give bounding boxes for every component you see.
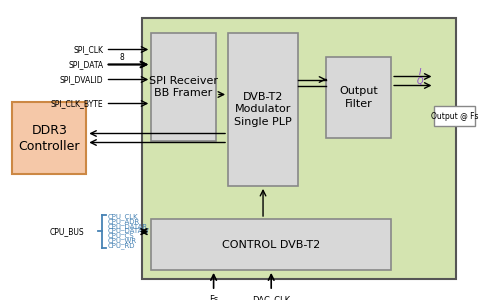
Text: DDR3
Controller: DDR3 Controller	[18, 124, 80, 152]
Text: SPI_CLK: SPI_CLK	[73, 45, 103, 54]
Text: CPU_DATAR: CPU_DATAR	[108, 223, 148, 230]
Text: CPU_ADR: CPU_ADR	[108, 218, 140, 225]
Text: SPI Receiver
BB Framer: SPI Receiver BB Framer	[149, 76, 218, 98]
Text: CPU_DATAW: CPU_DATAW	[108, 228, 150, 234]
Text: SPI_CLK_BYTE: SPI_CLK_BYTE	[50, 99, 103, 108]
Text: CPU_BUS: CPU_BUS	[49, 227, 84, 236]
Text: CONTROL DVB-T2: CONTROL DVB-T2	[222, 239, 320, 250]
Bar	[434, 106, 475, 126]
Text: SPI_DATA: SPI_DATA	[68, 60, 103, 69]
Text: Output @ Fs: Output @ Fs	[431, 112, 479, 121]
Bar	[151, 219, 391, 270]
Text: CPU_CS: CPU_CS	[108, 232, 134, 239]
Text: Fs: Fs	[209, 296, 218, 300]
Text: CPU_RD: CPU_RD	[108, 242, 135, 249]
Text: 8: 8	[119, 53, 124, 62]
Text: DVB-T2
Modulator
Single PLP: DVB-T2 Modulator Single PLP	[234, 92, 292, 127]
Text: SPI_DVALID: SPI_DVALID	[60, 75, 103, 84]
Bar	[326, 57, 391, 138]
Bar	[12, 102, 86, 174]
Bar	[142, 18, 456, 279]
Text: DAC_CLK: DAC_CLK	[252, 296, 290, 300]
Text: Output
Filter: Output Filter	[339, 86, 378, 109]
Text: CPU_WR: CPU_WR	[108, 237, 137, 244]
Text: CPU_CLK: CPU_CLK	[108, 213, 139, 220]
Bar	[228, 33, 298, 186]
Bar	[151, 33, 216, 141]
Text: I: I	[419, 68, 421, 77]
Text: Q: Q	[417, 77, 423, 86]
